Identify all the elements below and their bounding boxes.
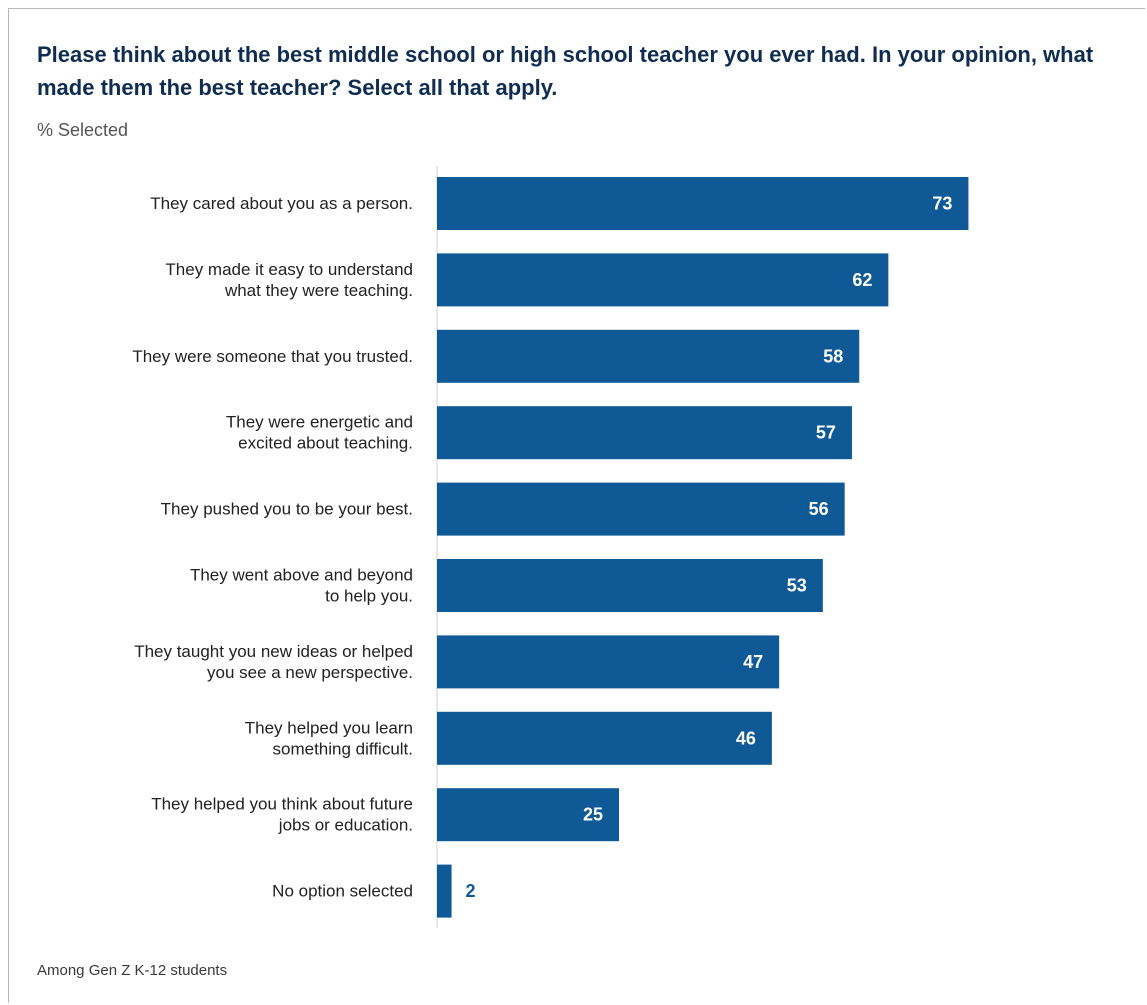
bar-2 (437, 329, 860, 383)
value-label-1: 62 (852, 270, 872, 290)
category-label-6-line-0: They taught you new ideas or helped (134, 642, 413, 661)
value-label-2: 58 (823, 346, 843, 366)
bar-7 (437, 711, 772, 765)
category-label-0-line-0: They cared about you as a person. (150, 194, 413, 213)
bar-1 (437, 253, 889, 307)
value-label-7: 46 (736, 728, 756, 748)
category-label-5-line-1: to help you. (325, 587, 413, 606)
bar-4 (437, 482, 845, 536)
category-label-5-line-0: They went above and beyond (190, 566, 413, 585)
bar-8 (437, 788, 619, 842)
category-label-3-line-0: They were energetic and (226, 413, 413, 432)
value-label-6: 47 (743, 652, 763, 672)
value-label-3: 57 (816, 423, 836, 443)
chart-footnote: Among Gen Z K-12 students (37, 962, 228, 979)
value-label-8: 25 (583, 805, 603, 825)
category-label-6-line-1: you see a new perspective. (207, 663, 413, 682)
bar-9 (437, 864, 452, 918)
category-label-7-line-1: something difficult. (273, 739, 413, 758)
chart-subtitle: % Selected (37, 120, 129, 140)
category-label-3-line-1: excited about teaching. (238, 434, 413, 453)
category-label-7-line-0: They helped you learn (245, 718, 413, 737)
value-label-5: 53 (787, 576, 807, 596)
category-label-1-line-1: what they were teaching. (224, 281, 413, 300)
bar-0 (437, 177, 969, 230)
category-label-8-line-1: jobs or education. (278, 816, 413, 835)
bars-group: 73 They cared about you as a person. 62 The… (132, 177, 969, 918)
category-label-1-line-0: They made it easy to understand (165, 260, 413, 279)
category-label-4-line-0: They pushed you to be your best. (161, 500, 413, 519)
category-label-8-line-0: They helped you think about future (151, 795, 413, 814)
bar-6 (437, 635, 780, 689)
chart-frame (8, 8, 1145, 1003)
value-label-9: 2 (466, 881, 476, 901)
category-label-2-line-0: They were someone that you trusted. (132, 347, 413, 366)
bar-3 (437, 406, 852, 460)
value-label-0: 73 (932, 194, 952, 214)
bar-5 (437, 559, 823, 612)
chart-title: Please think about the best middle schoo… (37, 42, 1094, 100)
value-label-4: 56 (809, 499, 829, 519)
category-label-9-line-0: No option selected (272, 882, 413, 901)
